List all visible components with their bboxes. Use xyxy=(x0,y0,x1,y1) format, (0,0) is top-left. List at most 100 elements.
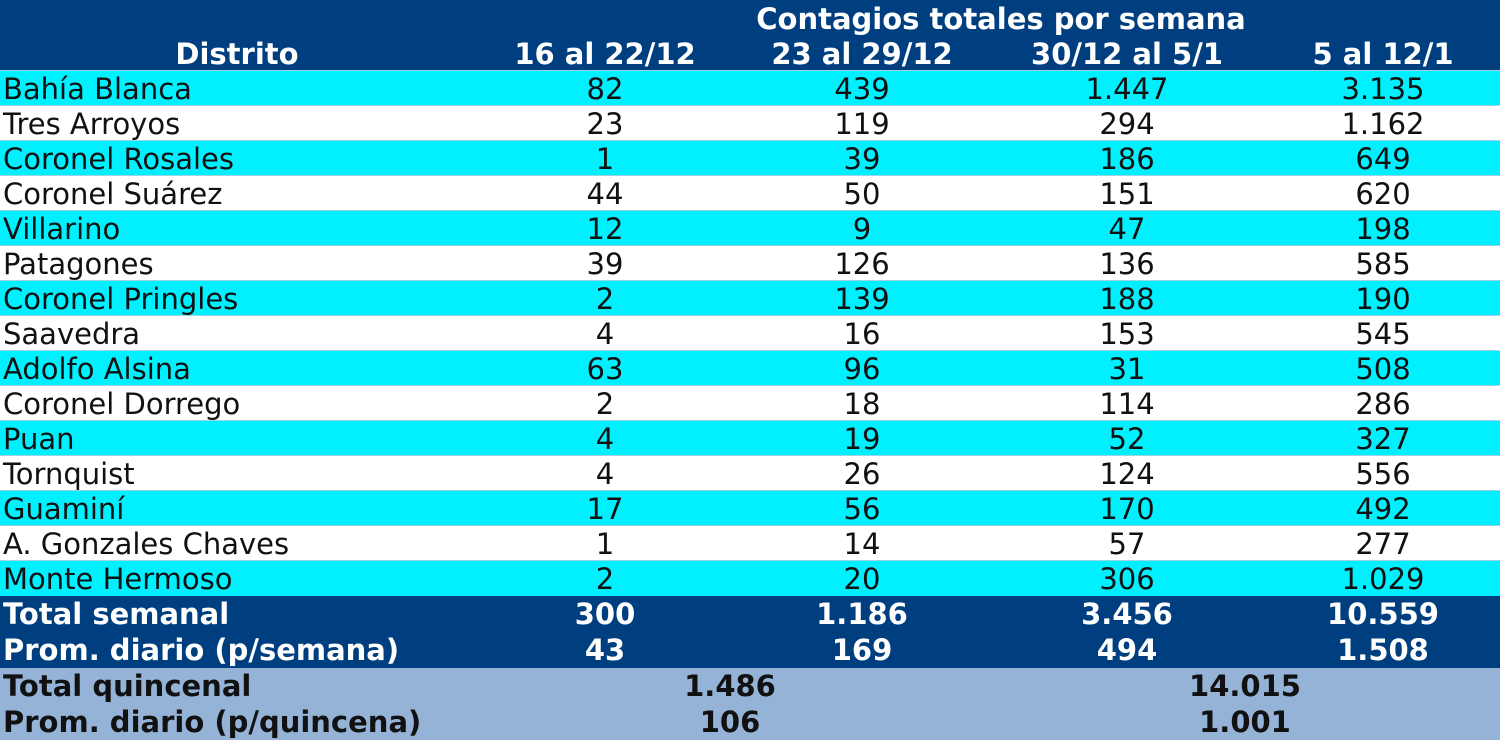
total-value: 106 xyxy=(699,705,761,739)
cell-value: 1.029 xyxy=(1341,561,1425,596)
cell-value: 17 xyxy=(586,491,624,526)
cell-value: 294 xyxy=(1099,106,1155,141)
total-value: 494 xyxy=(1096,633,1158,667)
cell-value: 114 xyxy=(1099,386,1155,421)
cell-value: 492 xyxy=(1355,491,1411,526)
cell-value: 139 xyxy=(834,281,890,316)
total-value: 1.508 xyxy=(1337,633,1429,667)
district-name: Coronel Suárez xyxy=(3,176,223,211)
cell-value: 124 xyxy=(1099,456,1155,491)
table-row: A. Gonzales Chaves 1 14 57 277 xyxy=(0,525,1500,561)
total-value: 1.486 xyxy=(684,669,776,703)
cell-value: 82 xyxy=(586,71,624,106)
cell-value: 585 xyxy=(1355,246,1411,281)
table-row: Tornquist 4 26 124 556 xyxy=(0,455,1500,491)
table-row: Patagones 39 126 136 585 xyxy=(0,245,1500,281)
cell-value: 2 xyxy=(595,281,615,316)
cell-value: 9 xyxy=(852,211,872,246)
district-name: Bahía Blanca xyxy=(3,71,192,106)
cell-value: 188 xyxy=(1099,281,1155,316)
cell-value: 47 xyxy=(1108,211,1146,246)
cell-value: 50 xyxy=(843,176,881,211)
cell-value: 20 xyxy=(843,561,881,596)
cell-value: 2 xyxy=(595,561,615,596)
table-row: Saavedra 4 16 153 545 xyxy=(0,315,1500,351)
cell-value: 1 xyxy=(595,141,615,176)
week-header: 5 al 12/1 xyxy=(1312,37,1454,71)
cell-value: 4 xyxy=(595,316,615,351)
district-name: Coronel Dorrego xyxy=(3,386,241,421)
district-name: Puan xyxy=(3,421,75,456)
table-row: Adolfo Alsina 63 96 31 508 xyxy=(0,350,1500,386)
table-header: Contagios totales por semana Distrito 16… xyxy=(0,0,1500,71)
district-name: Patagones xyxy=(3,246,154,281)
cell-value: 23 xyxy=(586,106,624,141)
total-value: 43 xyxy=(584,633,626,667)
cell-value: 170 xyxy=(1099,491,1155,526)
total-value: 10.559 xyxy=(1327,597,1439,631)
cell-value: 190 xyxy=(1355,281,1411,316)
cell-value: 56 xyxy=(843,491,881,526)
cell-value: 63 xyxy=(586,351,624,386)
total-weekly-row: Total semanal 300 1.186 3.456 10.559 xyxy=(0,596,1500,632)
table-row: Coronel Rosales 1 39 186 649 xyxy=(0,140,1500,176)
district-name: Guaminí xyxy=(3,491,125,526)
table-row: Coronel Suárez 44 50 151 620 xyxy=(0,175,1500,211)
district-name: Villarino xyxy=(3,211,121,246)
cell-value: 151 xyxy=(1099,176,1155,211)
table-row: Tres Arroyos 23 119 294 1.162 xyxy=(0,105,1500,141)
total-value: 1.001 xyxy=(1199,705,1291,739)
district-name: Monte Hermoso xyxy=(3,561,233,596)
cell-value: 12 xyxy=(586,211,624,246)
district-name: Saavedra xyxy=(3,316,141,351)
cell-value: 14 xyxy=(843,526,881,561)
cell-value: 4 xyxy=(595,421,615,456)
cell-value: 649 xyxy=(1355,141,1411,176)
cell-value: 136 xyxy=(1099,246,1155,281)
cell-value: 2 xyxy=(595,386,615,421)
cell-value: 306 xyxy=(1099,561,1155,596)
district-name: Coronel Pringles xyxy=(3,281,239,316)
group-title: Contagios totales por semana xyxy=(756,2,1246,36)
cell-value: 1.162 xyxy=(1341,106,1425,141)
cell-value: 126 xyxy=(834,246,890,281)
cell-value: 119 xyxy=(834,106,890,141)
cell-value: 327 xyxy=(1355,421,1411,456)
district-name: A. Gonzales Chaves xyxy=(3,526,290,561)
table-row: Puan 4 19 52 327 xyxy=(0,420,1500,456)
cell-value: 4 xyxy=(595,456,615,491)
cell-value: 19 xyxy=(843,421,881,456)
cell-value: 439 xyxy=(834,71,890,106)
cell-value: 31 xyxy=(1108,351,1146,386)
table-row: Coronel Dorrego 2 18 114 286 xyxy=(0,385,1500,421)
total-label: Prom. diario (p/quincena) xyxy=(3,705,422,739)
cell-value: 96 xyxy=(843,351,881,386)
district-name: Coronel Rosales xyxy=(3,141,234,176)
table-row: Monte Hermoso 2 20 306 1.029 xyxy=(0,560,1500,596)
cell-value: 153 xyxy=(1099,316,1155,351)
cell-value: 545 xyxy=(1355,316,1411,351)
week-header: 30/12 al 5/1 xyxy=(1031,37,1223,71)
cell-value: 186 xyxy=(1099,141,1155,176)
total-value: 1.186 xyxy=(816,597,908,631)
cell-value: 52 xyxy=(1108,421,1146,456)
table-row: Coronel Pringles 2 139 188 190 xyxy=(0,280,1500,316)
cell-value: 57 xyxy=(1108,526,1146,561)
cell-value: 18 xyxy=(843,386,881,421)
cell-value: 39 xyxy=(586,246,624,281)
week-header: 23 al 29/12 xyxy=(771,37,953,71)
cell-value: 508 xyxy=(1355,351,1411,386)
district-header: Distrito xyxy=(175,37,299,71)
total-value: 14.015 xyxy=(1189,669,1301,703)
table-row: Guaminí 17 56 170 492 xyxy=(0,490,1500,526)
district-name: Tornquist xyxy=(3,456,135,491)
cell-value: 3.135 xyxy=(1341,71,1425,106)
week-header: 16 al 22/12 xyxy=(514,37,696,71)
cell-value: 1.447 xyxy=(1085,71,1169,106)
table-row: Villarino 12 9 47 198 xyxy=(0,210,1500,246)
table-row: Bahía Blanca 82 439 1.447 3.135 xyxy=(0,70,1500,106)
district-name: Adolfo Alsina xyxy=(3,351,191,386)
cell-value: 26 xyxy=(843,456,881,491)
cell-value: 277 xyxy=(1355,526,1411,561)
